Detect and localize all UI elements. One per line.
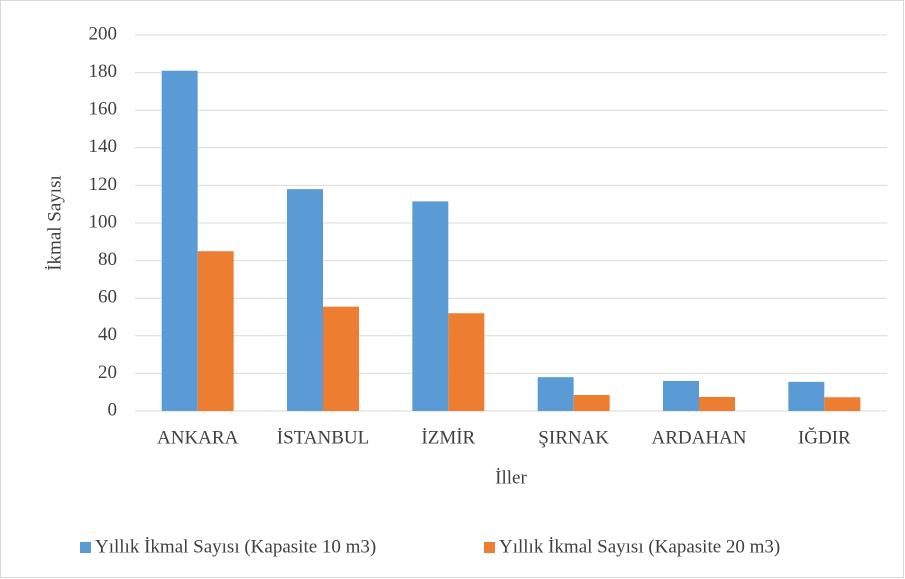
bar xyxy=(537,377,574,411)
x-tick-label: ANKARA xyxy=(157,427,239,448)
bar xyxy=(663,380,699,411)
bar xyxy=(197,251,234,411)
y-tick-label: 100 xyxy=(89,211,118,232)
bar xyxy=(287,189,323,411)
y-tick-label: 120 xyxy=(89,174,118,195)
x-tick-label: İSTANBUL xyxy=(277,427,369,448)
y-tick-label: 0 xyxy=(108,399,118,420)
y-tick-label: 200 xyxy=(89,23,118,44)
bar xyxy=(824,397,861,411)
y-tick-label: 160 xyxy=(89,99,118,120)
legend-swatch xyxy=(80,542,91,553)
bar xyxy=(448,313,485,411)
y-axis-label: İkmal Sayısı xyxy=(44,175,65,271)
legend-label: Yıllık İkmal Sayısı (Kapasite 20 m3) xyxy=(499,536,780,557)
x-axis-label: İller xyxy=(495,467,527,488)
legend-label: Yıllık İkmal Sayısı (Kapasite 10 m3) xyxy=(95,536,376,557)
x-tick-label: IĞDIR xyxy=(798,426,851,448)
bar xyxy=(788,381,825,411)
x-tick-label: ARDAHAN xyxy=(652,427,747,448)
legend-swatch xyxy=(484,542,495,553)
y-tick-label: 80 xyxy=(98,249,117,270)
y-tick-label: 140 xyxy=(89,136,118,157)
y-tick-label: 20 xyxy=(98,362,117,383)
y-tick-label: 40 xyxy=(98,324,117,345)
bar xyxy=(323,306,359,411)
y-tick-label: 180 xyxy=(89,61,118,82)
bar xyxy=(161,70,198,411)
bar xyxy=(699,396,735,411)
y-tick-label: 60 xyxy=(98,287,117,308)
bar xyxy=(412,201,449,411)
x-tick-label: İZMİR xyxy=(421,427,475,448)
bar xyxy=(573,395,610,411)
x-tick-label: ŞIRNAK xyxy=(538,427,609,448)
